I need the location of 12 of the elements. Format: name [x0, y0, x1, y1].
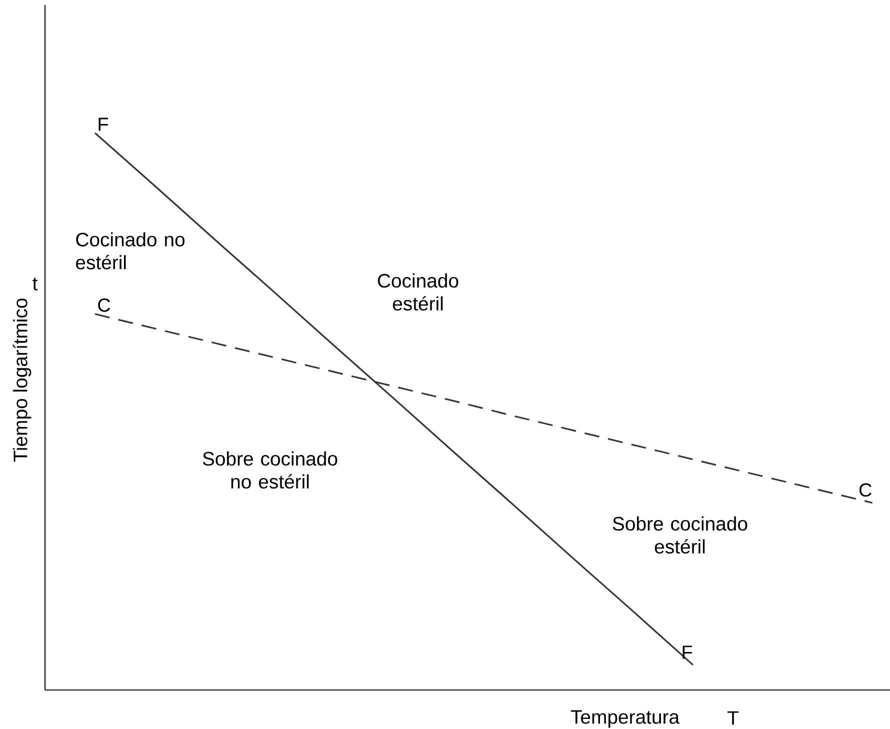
annotation: Sobre cocinado estéril: [612, 516, 748, 554]
series-label: C: [98, 298, 110, 312]
y-axis-title: Tiempo logarítmico: [12, 298, 32, 462]
annotation: Cocinado estéril: [378, 273, 458, 311]
x-axis-title: Temperatura: [570, 710, 680, 728]
series-label: F: [682, 646, 692, 659]
annotation: Sobre cocinado no estéril: [202, 451, 338, 489]
annotation: Cocinado no estéril: [76, 232, 185, 270]
text: C: [859, 483, 872, 497]
text: t: [32, 278, 38, 290]
text: F: [98, 118, 108, 131]
text: T: [728, 711, 738, 725]
